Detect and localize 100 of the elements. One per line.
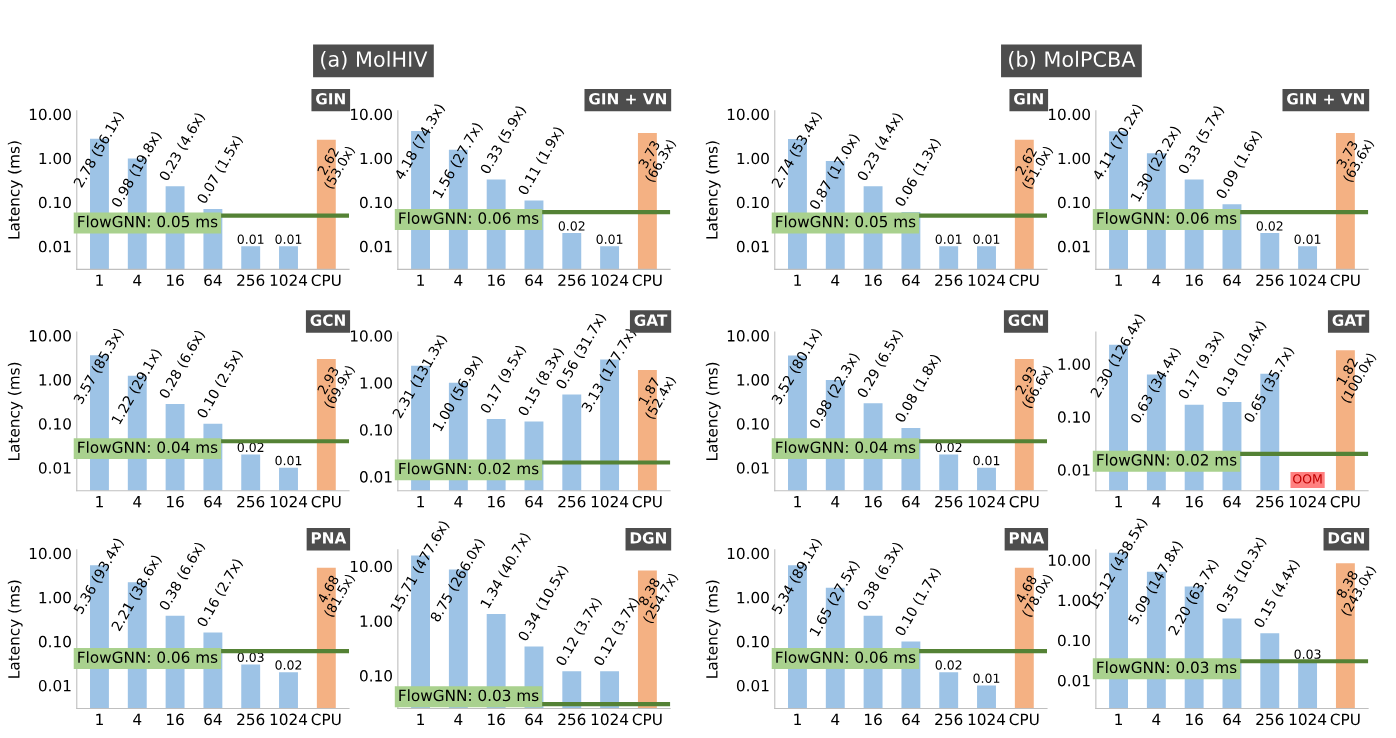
chart-title: GCN	[1008, 314, 1043, 326]
y-tick-label: 0.10	[38, 418, 71, 430]
x-tick-label: 16	[865, 274, 882, 287]
data-label: 0.01	[275, 234, 302, 244]
y-tick-label: 0.01	[38, 462, 71, 474]
data-label: 0.01	[1294, 234, 1321, 244]
x-tick-label: 4	[831, 713, 840, 725]
x-tick-label: 4	[454, 496, 463, 508]
x-tick-label: 64	[902, 495, 920, 508]
chart-title: GIN + VN	[589, 93, 666, 105]
data-label: 0.03	[237, 652, 264, 663]
x-tick-label: 16	[167, 274, 184, 287]
x-tick-label: CPU	[1009, 495, 1039, 508]
x-tick-label: 4	[133, 713, 142, 725]
ref-line-label: FlowGNN: 0.06 ms	[1097, 212, 1237, 224]
x-tick-label: 4	[1152, 274, 1161, 286]
x-tick-label: 64	[204, 495, 222, 508]
chart-title: GIN	[1014, 93, 1043, 105]
y-tick-label: 0.01	[1057, 240, 1090, 253]
x-tick-label: 16	[488, 274, 505, 287]
y-tick-label: 1.00	[737, 374, 769, 386]
x-tick-label: CPU	[1009, 274, 1039, 287]
x-tick-label: 256	[237, 713, 265, 726]
x-tick-label: 1024	[968, 495, 1006, 508]
x-tick-label: 4	[831, 274, 840, 286]
y-tick-label: 0.01	[38, 679, 71, 692]
x-tick-label: 1024	[270, 495, 308, 508]
y-tick-label: 0.01	[359, 471, 392, 483]
y-tick-label: 0.01	[1057, 674, 1090, 687]
data-label: 0.01	[973, 234, 1000, 244]
x-tick-label: 64	[902, 713, 920, 726]
ref-line-label: FlowGNN: 0.04 ms	[78, 441, 218, 454]
y-tick-label: 10.00	[29, 330, 71, 342]
y-tick-label: 10.00	[350, 560, 392, 573]
x-tick-label: 256	[935, 713, 963, 726]
x-tick-label: 64	[1223, 495, 1241, 508]
chart-title: DGN	[1328, 532, 1364, 544]
y-tick-label: 1.00	[360, 377, 392, 389]
y-tick-label: 0.10	[1057, 196, 1090, 209]
chart-title: PNA	[311, 532, 347, 544]
x-tick-label: 256	[1256, 274, 1284, 287]
x-tick-label: 1024	[968, 274, 1006, 287]
x-tick-label: 1	[1115, 713, 1122, 725]
x-tick-label: 64	[525, 274, 543, 287]
data-label: 0.02	[237, 442, 264, 453]
y-tick-label: 0.10	[736, 418, 769, 430]
text: OOM	[1293, 474, 1322, 484]
x-tick-label: 1	[794, 496, 801, 508]
x-tick-label: CPU	[632, 713, 662, 726]
x-tick-label: CPU	[1330, 274, 1360, 287]
data-label: 0.01	[973, 455, 1000, 466]
text: (a) MolHIV	[321, 50, 428, 70]
x-tick-label: 256	[558, 274, 586, 287]
y-tick-label: 0.01	[1057, 464, 1090, 476]
y-tick-label: 1.00	[39, 374, 71, 386]
x-tick-label: 1024	[270, 274, 308, 287]
x-tick-label: 256	[1256, 713, 1284, 726]
x-tick-label: 256	[1256, 495, 1284, 508]
x-tick-label: 1024	[1289, 274, 1327, 287]
x-tick-label: 16	[1186, 713, 1203, 726]
x-tick-label: 256	[935, 274, 963, 287]
x-tick-label: 1024	[591, 495, 629, 508]
x-tick-label: CPU	[1330, 713, 1360, 726]
x-tick-label: CPU	[632, 495, 662, 508]
chart-title: GIN + VN	[1287, 93, 1364, 105]
chart-title: GIN	[316, 93, 345, 105]
x-tick-label: 1	[1115, 496, 1122, 508]
y-tick-label: 0.01	[736, 240, 769, 253]
ref-line-label: FlowGNN: 0.03 ms	[399, 689, 539, 702]
x-tick-label: 1	[96, 713, 103, 725]
data-label: 0.01	[237, 234, 264, 244]
x-tick-label: 1	[417, 496, 424, 508]
y-axis-title: Latency (ms)	[705, 141, 721, 239]
x-tick-label: 1024	[1289, 713, 1327, 726]
y-tick-label: 0.10	[1057, 634, 1090, 647]
ref-line-label: FlowGNN: 0.05 ms	[78, 215, 218, 228]
x-tick-label: 64	[204, 274, 222, 287]
chart-title: GCN	[310, 314, 345, 326]
x-tick-label: 1024	[591, 274, 629, 287]
x-tick-label: 1024	[591, 713, 629, 726]
data-label: 0.02	[558, 221, 585, 231]
x-tick-label: 16	[865, 713, 882, 726]
ref-line-label: FlowGNN: 0.03 ms	[1097, 661, 1237, 674]
data-label: 0.01	[596, 234, 623, 244]
y-tick-label: 0.10	[1057, 411, 1090, 423]
x-tick-label: 4	[1152, 496, 1161, 508]
x-tick-label: CPU	[1330, 495, 1360, 508]
x-tick-label: 256	[935, 495, 963, 508]
y-axis-title: Latency (ms)	[7, 580, 23, 678]
data-label: 0.01	[275, 455, 302, 466]
x-tick-label: 4	[454, 713, 463, 725]
x-tick-label: 4	[1152, 713, 1161, 725]
x-tick-label: 4	[133, 496, 142, 508]
x-tick-label: 16	[488, 495, 505, 508]
x-tick-label: 1024	[270, 713, 308, 726]
ref-line-label: FlowGNN: 0.05 ms	[776, 215, 916, 228]
x-tick-label: 4	[454, 274, 463, 286]
y-tick-label: 0.10	[359, 670, 392, 682]
y-tick-label: 0.10	[359, 196, 392, 209]
x-tick-label: 64	[1223, 274, 1241, 287]
